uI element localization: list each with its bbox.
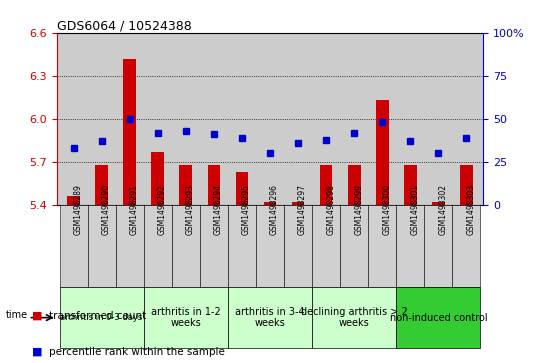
Bar bbox=[312, 287, 396, 348]
Text: GSM1498296: GSM1498296 bbox=[270, 184, 279, 234]
Bar bbox=[67, 196, 80, 205]
Bar bbox=[340, 205, 368, 287]
Text: GSM1498291: GSM1498291 bbox=[130, 184, 139, 234]
Bar bbox=[432, 202, 445, 205]
Text: GSM1498300: GSM1498300 bbox=[382, 184, 392, 235]
Text: ■: ■ bbox=[32, 347, 43, 357]
Bar bbox=[228, 287, 312, 348]
Bar bbox=[207, 165, 220, 205]
Bar bbox=[228, 205, 256, 287]
Text: GSM1498292: GSM1498292 bbox=[158, 184, 167, 234]
Text: declining arthritis > 2
weeks: declining arthritis > 2 weeks bbox=[301, 307, 408, 329]
Bar bbox=[256, 205, 284, 287]
Bar bbox=[144, 287, 228, 348]
Text: GSM1498303: GSM1498303 bbox=[467, 184, 475, 235]
Text: GSM1498295: GSM1498295 bbox=[242, 184, 251, 234]
Text: GSM1498289: GSM1498289 bbox=[73, 184, 83, 234]
Text: arthritis in 0-3 days: arthritis in 0-3 days bbox=[60, 313, 143, 322]
Bar bbox=[95, 165, 108, 205]
Text: arthritis in 1-2
weeks: arthritis in 1-2 weeks bbox=[151, 307, 221, 329]
Text: GDS6064 / 10524388: GDS6064 / 10524388 bbox=[57, 20, 192, 33]
Bar bbox=[396, 205, 424, 287]
Bar bbox=[460, 165, 473, 205]
Bar bbox=[368, 205, 396, 287]
Text: arthritis in 3-4
weeks: arthritis in 3-4 weeks bbox=[235, 307, 305, 329]
Text: transformed count: transformed count bbox=[49, 311, 146, 321]
Bar bbox=[320, 165, 333, 205]
Text: GSM1498299: GSM1498299 bbox=[354, 184, 363, 234]
Bar bbox=[144, 205, 172, 287]
Bar bbox=[453, 205, 481, 287]
Bar bbox=[404, 165, 417, 205]
Text: GSM1498301: GSM1498301 bbox=[410, 184, 420, 234]
Bar bbox=[179, 165, 192, 205]
Bar bbox=[292, 202, 305, 205]
Bar bbox=[235, 172, 248, 205]
Bar bbox=[151, 152, 164, 205]
Bar bbox=[284, 205, 312, 287]
Bar bbox=[116, 205, 144, 287]
Text: GSM1498298: GSM1498298 bbox=[326, 184, 335, 234]
Text: GSM1498290: GSM1498290 bbox=[102, 184, 111, 234]
Bar bbox=[59, 205, 87, 287]
Text: GSM1498293: GSM1498293 bbox=[186, 184, 195, 234]
Bar bbox=[396, 287, 481, 348]
Bar bbox=[123, 58, 136, 205]
Text: ■: ■ bbox=[32, 311, 43, 321]
Text: percentile rank within the sample: percentile rank within the sample bbox=[49, 347, 225, 357]
Bar bbox=[172, 205, 200, 287]
Text: non-induced control: non-induced control bbox=[389, 313, 487, 323]
Bar bbox=[87, 205, 116, 287]
Bar bbox=[348, 165, 361, 205]
Bar bbox=[200, 205, 228, 287]
Text: GSM1498297: GSM1498297 bbox=[298, 184, 307, 234]
Bar bbox=[312, 205, 340, 287]
Bar bbox=[59, 287, 144, 348]
Bar bbox=[376, 100, 389, 205]
Text: time: time bbox=[5, 310, 28, 319]
Bar bbox=[264, 202, 276, 205]
Bar bbox=[424, 205, 453, 287]
Text: GSM1498302: GSM1498302 bbox=[438, 184, 448, 234]
Text: GSM1498294: GSM1498294 bbox=[214, 184, 223, 234]
